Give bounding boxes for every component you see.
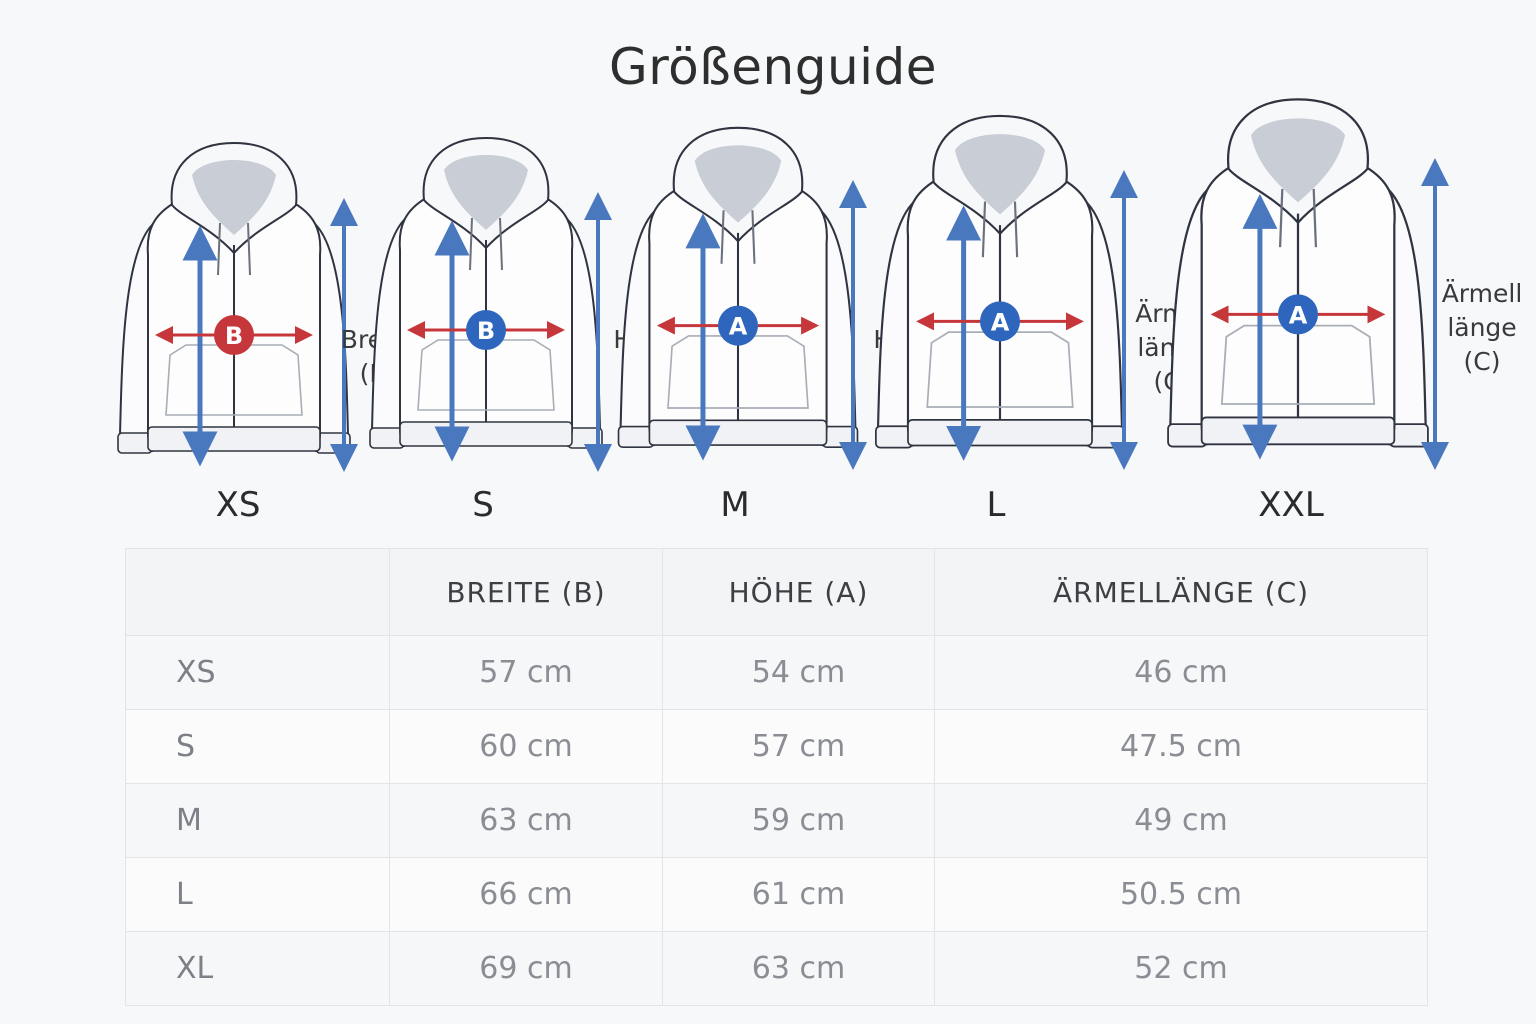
row-size: M	[125, 783, 390, 858]
table-row: L 66 cm 61 cm 50.5 cm	[125, 857, 1428, 932]
size-label: S	[472, 485, 494, 525]
measure-badge-letter: A	[991, 308, 1010, 336]
measure-badge-letter: A	[1289, 301, 1308, 329]
row-aermel: 46 cm	[934, 635, 1428, 710]
table-row: M 63 cm 59 cm 49 cm	[125, 783, 1428, 858]
hoodie-illustration	[369, 137, 603, 449]
page-title: Größenguide	[608, 38, 938, 96]
row-breite: 63 cm	[389, 783, 663, 858]
measure-badge-letter: A	[729, 313, 748, 341]
row-size: XS	[125, 635, 390, 710]
row-aermel: 50.5 cm	[934, 857, 1428, 932]
table-header-row: BREITE (B) HÖHE (A) ÄRMELLÄNGE (C)	[125, 548, 1428, 636]
row-hoehe: 54 cm	[662, 635, 935, 710]
row-aermel: 52 cm	[934, 931, 1428, 1006]
size-label: M	[720, 485, 749, 525]
hoodie-illustration	[1166, 98, 1430, 448]
measure-badge	[214, 315, 254, 355]
table-row: XS 57 cm 54 cm 46 cm	[125, 635, 1428, 710]
measure-badge	[980, 301, 1020, 342]
row-breite: 69 cm	[389, 931, 663, 1006]
hoodie-illustration	[617, 126, 859, 449]
row-aermel: 47.5 cm	[934, 709, 1428, 784]
header-aermellaenge: ÄRMELLÄNGE (C)	[934, 548, 1428, 636]
hoodie-illustration	[117, 142, 351, 454]
row-aermel: 49 cm	[934, 783, 1428, 858]
measurement-side-label: länge	[1447, 313, 1516, 342]
row-hoehe: 59 cm	[662, 783, 935, 858]
measure-badge	[1278, 294, 1318, 335]
row-size: L	[125, 857, 390, 932]
measurement-side-label: Ärmell	[1442, 279, 1523, 308]
measurement-side-label: (C)	[1464, 347, 1501, 376]
row-hoehe: 63 cm	[662, 931, 935, 1006]
table-row: S 60 cm 57 cm 47.5 cm	[125, 709, 1428, 784]
row-breite: 60 cm	[389, 709, 663, 784]
header-breite: BREITE (B)	[389, 548, 663, 636]
measure-badge-letter: B	[225, 322, 243, 350]
size-label: XS	[216, 485, 261, 525]
hoodie-illustration	[874, 114, 1126, 449]
measure-badge	[718, 305, 758, 346]
size-label: XXL	[1258, 485, 1324, 525]
table-row: XL 69 cm 63 cm 52 cm	[125, 931, 1428, 1006]
header-size	[125, 548, 390, 636]
size-label: L	[987, 485, 1006, 525]
hoodie-figure-xxl: A Ärmell länge (C) XXL	[1166, 98, 1523, 525]
hoodie-figure-l: AÄrmellänge(C)L	[874, 114, 1209, 525]
size-table: BREITE (B) HÖHE (A) ÄRMELLÄNGE (C) XS 57…	[125, 548, 1428, 1006]
row-breite: 57 cm	[389, 635, 663, 710]
header-hoehe: HÖHE (A)	[662, 548, 935, 636]
row-breite: 66 cm	[389, 857, 663, 932]
row-hoehe: 61 cm	[662, 857, 935, 932]
row-size: XL	[125, 931, 390, 1006]
row-size: S	[125, 709, 390, 784]
hoodie-figure-xs: BBreite(B)XS	[117, 142, 415, 525]
measure-badge	[466, 310, 506, 350]
hoodie-diagram: BBreite(B)XSBHöhe(A)SAHöhe(A)MAÄrmelläng…	[117, 98, 1523, 525]
measure-badge-letter: B	[477, 317, 495, 345]
row-hoehe: 57 cm	[662, 709, 935, 784]
